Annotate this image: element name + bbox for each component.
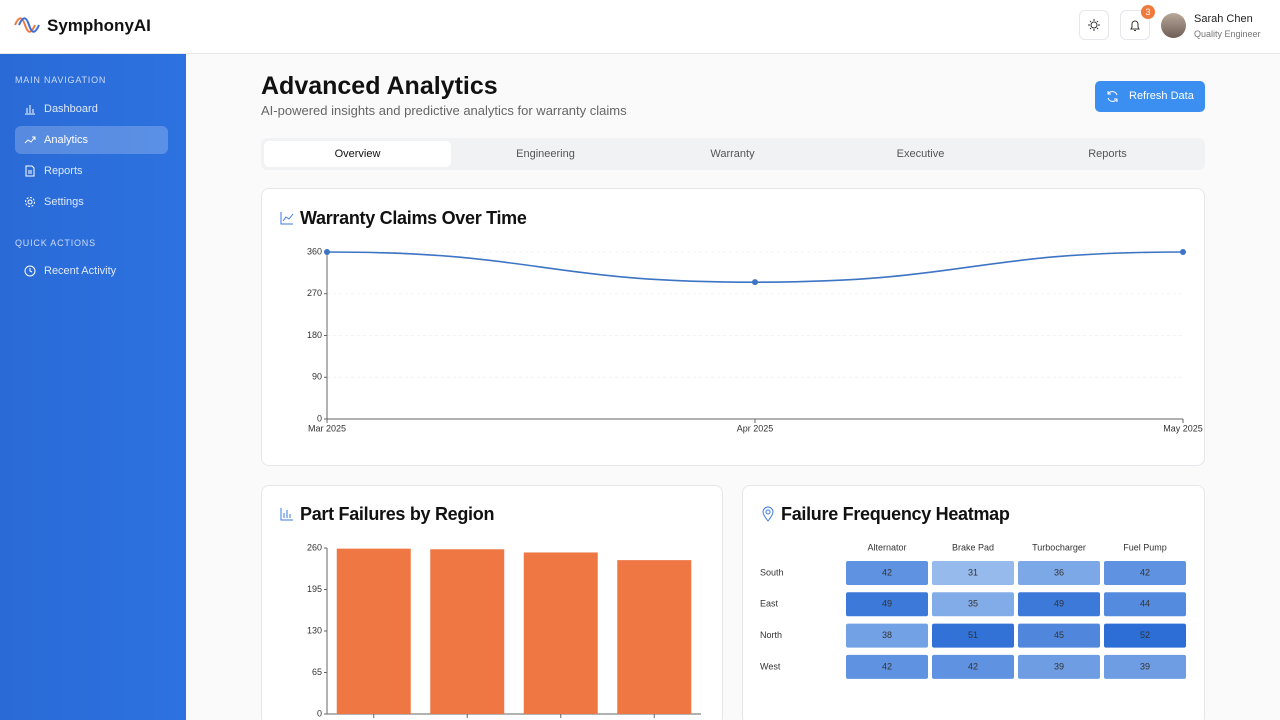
- card-title: Failure Frequency Heatmap: [781, 504, 1010, 524]
- line-series: [326, 251, 1184, 283]
- y-tick-label: 0: [317, 708, 322, 718]
- cell-label: 51: [968, 630, 978, 640]
- heat-cell: [1104, 654, 1186, 679]
- section-title: MAIN NAVIGATION: [15, 75, 107, 85]
- x-tick-label: May 2025: [1163, 423, 1203, 433]
- page-title: Advanced Analytics: [261, 72, 498, 100]
- heat-cell: [1018, 561, 1100, 585]
- heat-cell: [1018, 654, 1100, 679]
- y-tick-label: 195: [307, 584, 322, 594]
- row-label: North: [760, 630, 782, 640]
- y-tick-label: 360: [307, 246, 322, 256]
- bar: [617, 560, 692, 714]
- column-label: Alternator: [867, 542, 906, 552]
- heat-cell: [1104, 592, 1186, 617]
- cell-label: 42: [968, 661, 978, 671]
- user-name: Sarah Chen: [1194, 13, 1253, 25]
- nav-label: Dashboard: [44, 103, 98, 115]
- button-label: Refresh Data: [1129, 90, 1194, 102]
- tab-bar: Overview Engineering Warranty Executive …: [261, 138, 1205, 170]
- heat-cell: [932, 623, 1014, 648]
- heat-cell: [846, 623, 928, 648]
- cell-label: 42: [1140, 567, 1150, 577]
- heat-cell: [846, 561, 928, 585]
- tab[interactable]: Engineering: [516, 148, 575, 160]
- section-title: QUICK ACTIONS: [15, 238, 96, 248]
- cell-label: 39: [1140, 661, 1150, 671]
- sidebar: MAIN NAVIGATION Dashboard Analytics Repo…: [0, 54, 186, 720]
- heat-cell: [846, 592, 928, 617]
- heat-cell: [846, 654, 928, 679]
- cell-label: 31: [968, 567, 978, 577]
- heat-cell: [1104, 561, 1186, 585]
- cell-label: 39: [1054, 661, 1064, 671]
- tab[interactable]: Warranty: [710, 148, 755, 160]
- column-label: Fuel Pump: [1123, 542, 1167, 552]
- heat-cell: [932, 592, 1014, 617]
- refresh-button[interactable]: Refresh Data: [1095, 81, 1205, 112]
- bar: [336, 548, 411, 714]
- heat-cell: [932, 654, 1014, 679]
- cell-label: 42: [882, 661, 892, 671]
- cell-label: 45: [1054, 630, 1064, 640]
- line-card: Warranty Claims Over Time: [261, 188, 1205, 466]
- bar: [523, 552, 598, 714]
- column-label: Brake Pad: [952, 542, 994, 552]
- row-label: East: [760, 599, 779, 609]
- heat-cell: [1018, 623, 1100, 648]
- nav-item[interactable]: Analytics: [15, 126, 168, 154]
- nav-item[interactable]: Reports: [15, 157, 168, 185]
- nav-item[interactable]: Dashboard: [15, 95, 168, 123]
- cell-label: 49: [1054, 599, 1064, 609]
- page-subtitle: AI-powered insights and predictive analy…: [261, 103, 627, 118]
- nav-label: Reports: [44, 165, 83, 177]
- logo: [14, 17, 40, 33]
- cell-label: 49: [882, 599, 892, 609]
- theme-toggle[interactable]: [1079, 10, 1109, 40]
- brand: SymphonyAI: [47, 16, 151, 35]
- notification-badge: 3: [1141, 5, 1155, 19]
- y-tick-label: 180: [307, 330, 322, 340]
- y-tick-label: 270: [307, 288, 322, 298]
- x-tick-label: Apr 2025: [737, 423, 774, 433]
- nav-item[interactable]: Settings: [15, 188, 168, 216]
- nav-label: Recent Activity: [44, 265, 117, 277]
- nav-item[interactable]: Recent Activity: [15, 257, 168, 285]
- heat-cell: [1018, 592, 1100, 617]
- column-label: Turbocharger: [1032, 542, 1086, 552]
- tab[interactable]: Executive: [896, 148, 945, 160]
- x-tick-label: Mar 2025: [308, 423, 346, 433]
- y-tick-label: 130: [307, 625, 322, 635]
- user-role: Quality Engineer: [1194, 29, 1261, 39]
- cell-label: 52: [1140, 630, 1150, 640]
- cell-label: 35: [968, 599, 978, 609]
- row-label: South: [760, 567, 784, 577]
- point: [324, 249, 330, 255]
- avatar[interactable]: [1161, 13, 1186, 38]
- card-title: Warranty Claims Over Time: [300, 208, 527, 228]
- y-tick-label: 65: [312, 667, 322, 677]
- heat-cell: [932, 561, 1014, 585]
- row-label: West: [760, 661, 781, 671]
- nav-label: Settings: [44, 196, 84, 208]
- tab[interactable]: Reports: [1088, 148, 1127, 160]
- y-tick-label: 260: [307, 542, 322, 552]
- bar: [430, 549, 505, 714]
- cell-label: 42: [882, 567, 892, 577]
- card-title: Part Failures by Region: [300, 504, 495, 524]
- top-bar: SymphonyAI 3 Sarah Chen Quality Engineer: [0, 0, 1280, 54]
- y-tick-label: 0: [317, 413, 322, 423]
- y-tick-label: 90: [312, 372, 322, 382]
- tab[interactable]: Overview: [264, 141, 451, 167]
- cell-label: 44: [1140, 599, 1150, 609]
- point: [752, 279, 758, 286]
- nav-label: Analytics: [44, 134, 89, 146]
- cell-label: 36: [1054, 567, 1064, 577]
- point: [1180, 249, 1186, 255]
- heat-cell: [1104, 623, 1186, 648]
- cell-label: 38: [882, 630, 892, 640]
